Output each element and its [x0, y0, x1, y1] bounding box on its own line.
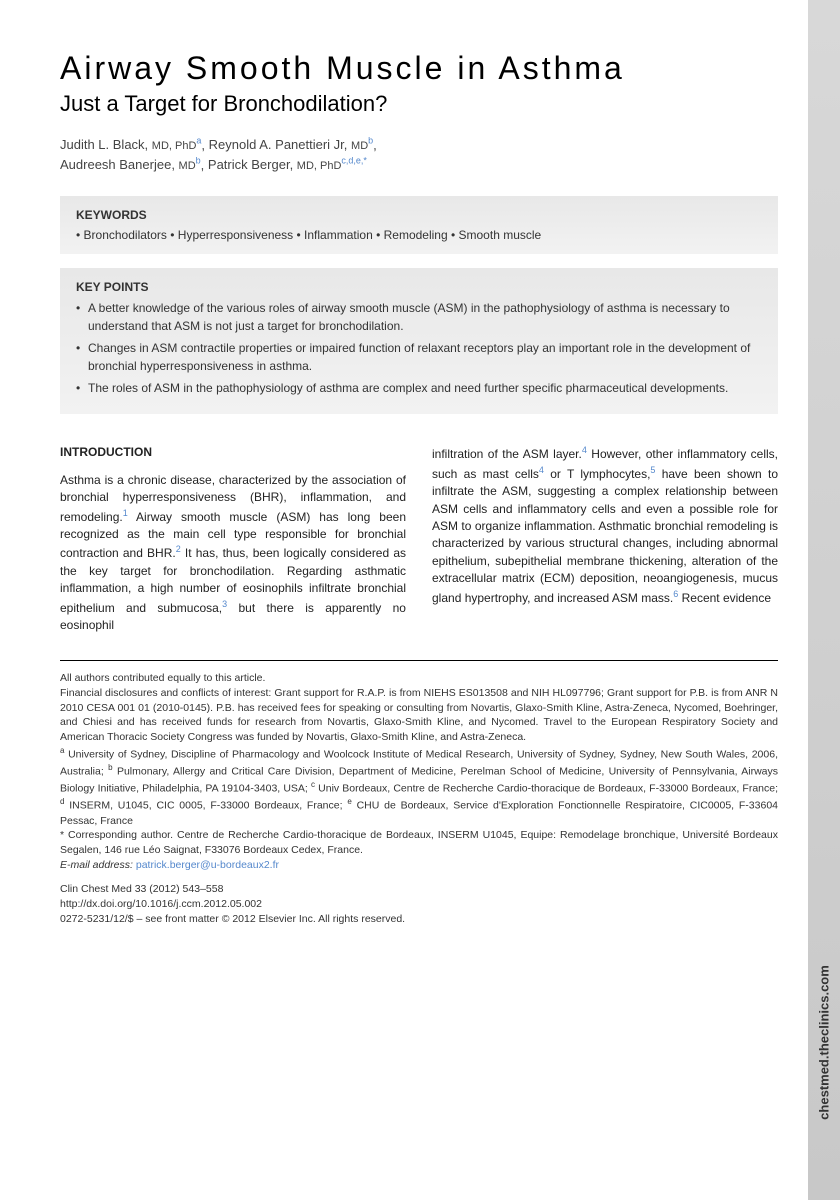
body-paragraph: infiltration of the ASM layer.4 However,…: [432, 444, 778, 607]
footnotes-block: All authors contributed equally to this …: [60, 671, 778, 872]
author: Reynold A. Panettieri Jr, MDb: [209, 137, 374, 152]
body-paragraph: Asthma is a chronic disease, characteriz…: [60, 472, 406, 635]
keypoint-item: Changes in ASM contractile properties or…: [76, 340, 762, 375]
article-title: Airway Smooth Muscle in Asthma: [60, 50, 778, 87]
contribution-note: All authors contributed equally to this …: [60, 671, 778, 686]
main-content: Airway Smooth Muscle in Asthma Just a Ta…: [0, 0, 808, 1200]
author-list: Judith L. Black, MD, PhDa, Reynold A. Pa…: [60, 135, 778, 175]
corresponding-author: * Corresponding author. Centre de Recher…: [60, 828, 778, 857]
keypoint-item: A better knowledge of the various roles …: [76, 300, 762, 335]
citation-copyright: 0272-5231/12/$ – see front matter © 2012…: [60, 912, 778, 927]
author: Judith L. Black, MD, PhDa: [60, 137, 201, 152]
keypoint-item: The roles of ASM in the pathophysiology …: [76, 380, 762, 397]
disclosure-note: Financial disclosures and conflicts of i…: [60, 686, 778, 745]
citation-journal: Clin Chest Med 33 (2012) 543–558: [60, 882, 778, 897]
body-columns: INTRODUCTION Asthma is a chronic disease…: [60, 444, 778, 634]
column-right: infiltration of the ASM layer.4 However,…: [432, 444, 778, 634]
column-left: INTRODUCTION Asthma is a chronic disease…: [60, 444, 406, 634]
email-link[interactable]: patrick.berger@u-bordeaux2.fr: [136, 859, 279, 871]
keywords-heading: KEYWORDS: [76, 208, 762, 222]
keywords-box: KEYWORDS • Bronchodilators • Hyperrespon…: [60, 196, 778, 254]
keywords-text: • Bronchodilators • Hyperresponsiveness …: [76, 228, 762, 242]
journal-url[interactable]: chestmed.theclinics.com: [817, 965, 832, 1120]
keypoints-box: KEY POINTS A better knowledge of the var…: [60, 268, 778, 414]
affiliations: a University of Sydney, Discipline of Ph…: [60, 745, 778, 828]
footer-divider: [60, 660, 778, 661]
keypoints-heading: KEY POINTS: [76, 280, 762, 294]
intro-heading: INTRODUCTION: [60, 444, 406, 461]
citation-block: Clin Chest Med 33 (2012) 543–558 http://…: [60, 882, 778, 926]
author: Audreesh Banerjee, MDb: [60, 157, 201, 172]
keypoints-list: A better knowledge of the various roles …: [76, 300, 762, 397]
doi-link[interactable]: http://dx.doi.org/10.1016/j.ccm.2012.05.…: [60, 898, 262, 910]
author: Patrick Berger, MD, PhDc,d,e,*: [208, 157, 367, 172]
article-subtitle: Just a Target for Bronchodilation?: [60, 91, 778, 117]
email-line: E-mail address: patrick.berger@u-bordeau…: [60, 858, 778, 873]
journal-sidebar: chestmed.theclinics.com: [808, 0, 840, 1200]
